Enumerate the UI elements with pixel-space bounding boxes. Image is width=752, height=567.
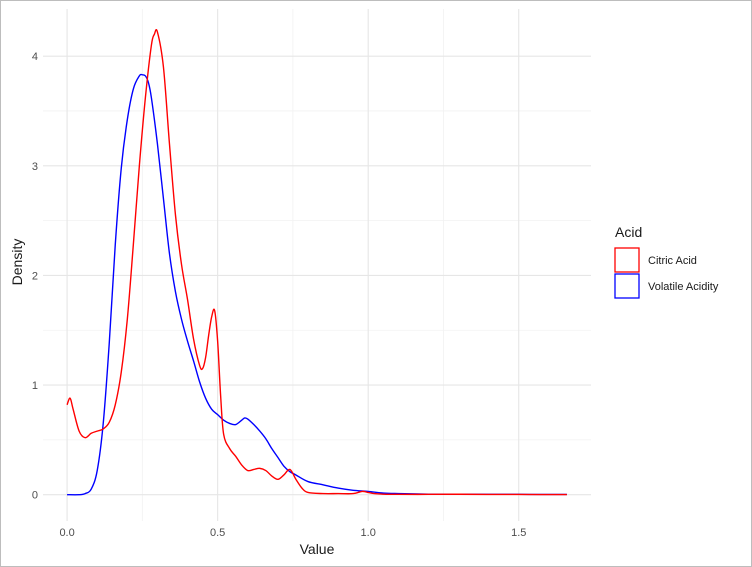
legend-key-volatile-acidity [614, 273, 640, 299]
x-axis-title: Value [300, 541, 335, 557]
series-layer [66, 29, 567, 496]
x-tick-label: 0.0 [59, 527, 74, 539]
tick-labels: 0.0 0.5 1.0 1.5 0 1 2 3 4 [32, 51, 527, 539]
y-tick-label: 4 [32, 51, 38, 63]
y-axis-title: Density [9, 239, 25, 286]
y-tick-label: 0 [32, 490, 38, 502]
series-line-citric-acid [66, 29, 567, 496]
y-tick-label: 2 [32, 270, 38, 282]
y-tick-label: 1 [32, 380, 38, 392]
legend-title: Acid [615, 224, 642, 240]
legend-item-citric-acid: Citric Acid [614, 247, 697, 273]
x-tick-label: 0.5 [210, 527, 225, 539]
legend-label-volatile-acidity: Volatile Acidity [648, 281, 719, 293]
legend-key-citric-acid [614, 247, 640, 273]
series-line-volatile-acidity [67, 73, 567, 496]
x-tick-label: 1.5 [511, 527, 526, 539]
legend-label-citric-acid: Citric Acid [648, 255, 697, 267]
legend: Acid Citric Acid Volatile Acidity [614, 224, 719, 299]
x-tick-label: 1.0 [361, 527, 376, 539]
y-tick-label: 3 [32, 161, 38, 173]
legend-item-volatile-acidity: Volatile Acidity [614, 273, 719, 299]
grid-lines [43, 9, 591, 521]
